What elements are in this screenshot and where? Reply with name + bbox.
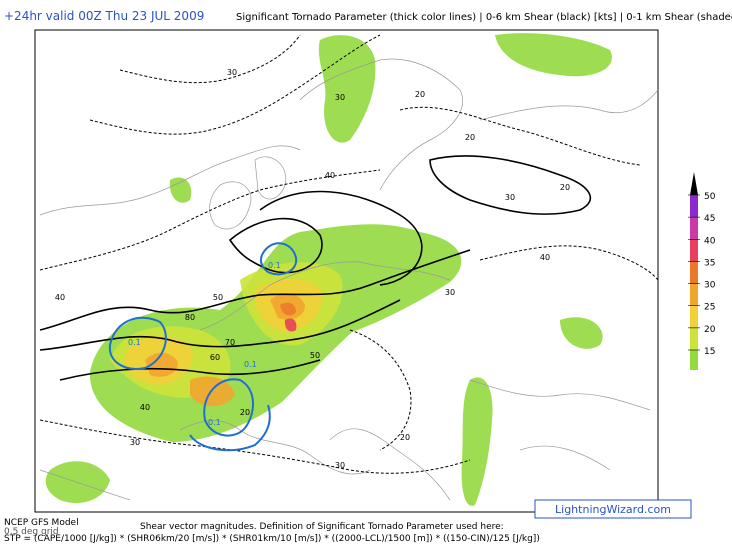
credit: LightningWizard.com xyxy=(555,503,671,516)
contour-label: 20 xyxy=(465,133,475,142)
contour-label: 50 xyxy=(213,293,223,302)
shear-area xyxy=(284,318,297,332)
colorbar-swatch xyxy=(690,283,698,306)
contour-label: 30 xyxy=(130,438,140,447)
contour-label: 20 xyxy=(415,90,425,99)
colorbar-label: 20 xyxy=(704,325,716,335)
colorbar-swatch xyxy=(690,217,698,240)
shear-area xyxy=(318,35,376,143)
shear-contours xyxy=(39,34,659,474)
shear-shading xyxy=(45,33,612,506)
colorbar-swatch xyxy=(690,239,698,262)
shear-area xyxy=(190,376,235,407)
contour-label: 20 xyxy=(400,433,410,442)
contour-label: 40 xyxy=(140,403,150,412)
shear-area xyxy=(169,177,192,203)
shear-area xyxy=(461,377,493,506)
contour-label: 80 xyxy=(185,313,195,322)
contour-label: 30 xyxy=(335,461,345,470)
formula: STP = (CAPE/1000 [J/kg]) * (SHR06km/20 [… xyxy=(4,534,540,543)
colorbar-swatch xyxy=(690,195,698,218)
valid-time: +24hr valid 00Z Thu 23 JUL 2009 xyxy=(4,9,204,23)
grid: 0.5 deg grid xyxy=(4,527,59,537)
contour-label: 30 xyxy=(505,193,515,202)
contour-label: 30 xyxy=(335,93,345,102)
colorbar-arrow xyxy=(690,172,698,195)
contour-labels: 30 40 20 30 50 70 60 40 80 30 20 40 50 30 20 20 30 40 30 20… xyxy=(55,68,570,470)
colorbar-label: 25 xyxy=(704,303,715,313)
contour-label: 30 xyxy=(445,288,455,297)
contour-label: 50 xyxy=(310,351,320,360)
description: Significant Tornado Parameter (thick col… xyxy=(236,12,732,23)
shear-area xyxy=(45,461,110,504)
shear-area xyxy=(560,317,603,349)
shear-area xyxy=(495,33,612,77)
credit-box xyxy=(534,499,692,519)
colorbar: 15 20 25 30 35 40 45 50 xyxy=(688,172,716,370)
shear-area xyxy=(145,352,178,377)
contour-label: 20 xyxy=(560,183,570,192)
contour-label: 40 xyxy=(540,253,550,262)
model: NCEP GFS Model xyxy=(4,518,79,528)
colorbar-label: 30 xyxy=(704,281,716,291)
shear-area xyxy=(280,302,296,316)
colorbar-label: 35 xyxy=(704,258,715,268)
colorbar-label: 15 xyxy=(704,347,715,357)
colorbar-swatch xyxy=(690,350,698,370)
coastlines xyxy=(39,58,659,501)
stp-label: 0.1 xyxy=(128,338,141,347)
colorbar-label: 40 xyxy=(704,236,716,246)
stp-label: 0.1 xyxy=(244,360,257,369)
stp-label: 0.1 xyxy=(268,261,281,270)
colorbar-swatch xyxy=(690,327,698,350)
contour-label: 60 xyxy=(210,353,220,362)
colorbar-swatch xyxy=(690,305,698,328)
contour-label: 40 xyxy=(55,293,65,302)
contour-label: 40 xyxy=(325,171,335,180)
contour-label: 30 xyxy=(227,68,237,77)
contour-label: 20 xyxy=(240,408,250,417)
contour-label: 70 xyxy=(225,338,235,347)
colorbar-swatch xyxy=(690,261,698,284)
colorbar-label: 45 xyxy=(704,214,715,224)
stp-label: 0.1 xyxy=(208,418,221,427)
stp-contours xyxy=(108,242,298,452)
colorbar-label: 50 xyxy=(704,192,716,202)
note: Shear vector magnitudes. Definition of S… xyxy=(140,522,504,532)
